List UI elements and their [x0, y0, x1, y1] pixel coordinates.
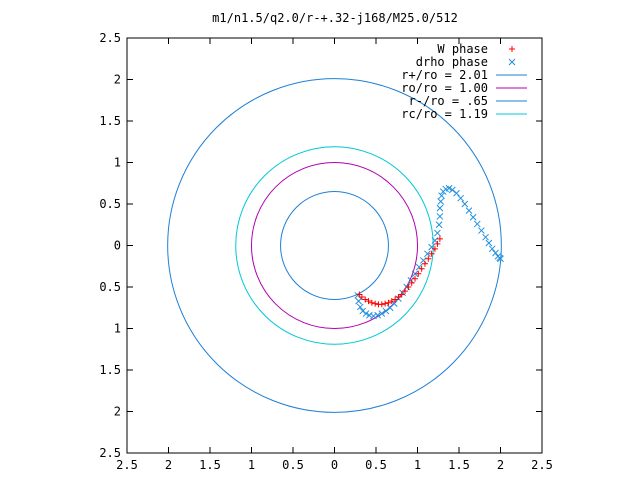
w-phase-point-19 [418, 265, 425, 272]
y-tick-label-10: 2.5 [99, 446, 121, 460]
w-phase-point-17 [412, 275, 419, 282]
legend-marker-1 [508, 58, 516, 66]
w-phase-point-23 [431, 245, 438, 252]
drho-phase-point-31 [449, 186, 456, 194]
legend-label-0: W phase [437, 42, 488, 56]
drho-phase-point-19 [424, 250, 431, 258]
drho-phase-point-42 [492, 249, 499, 257]
x-tick-label-1: 2 [165, 458, 172, 472]
drho-phase-point-22 [434, 229, 441, 237]
legend-label-4: r-/ro = .65 [409, 94, 488, 108]
w-phase-point-22 [428, 250, 435, 257]
w-phase-point-16 [408, 279, 415, 286]
circle-3 [235, 146, 434, 345]
legend-label-5: rc/ro = 1.19 [401, 107, 488, 121]
y-tick-label-5: 0 [114, 239, 121, 253]
w-phase-point-21 [425, 255, 432, 262]
x-tick-label-3: 1 [248, 458, 255, 472]
y-tick-label-3: 1 [114, 156, 121, 170]
w-phase-point-20 [421, 260, 428, 267]
circle-1 [251, 162, 418, 329]
w-phase-point-25 [436, 235, 443, 242]
drho-phase-point-6 [370, 312, 377, 320]
drho-phase-point-34 [461, 200, 469, 208]
circle-0 [167, 78, 502, 413]
drho-phase-point-37 [473, 220, 481, 228]
w-phase-point-10 [388, 298, 395, 305]
circles-layer [167, 78, 502, 413]
w-phase-point-1 [358, 293, 365, 300]
points-layer [354, 184, 504, 320]
y-tick-label-4: 0.5 [99, 197, 121, 211]
legend-marker-0 [509, 46, 515, 52]
y-tick-label-8: 1.5 [99, 363, 121, 377]
drho-phase-point-1 [355, 297, 362, 305]
drho-phase-point-38 [478, 227, 485, 234]
y-tick-label-9: 2 [114, 405, 121, 419]
y-tick-label-0: 2.5 [99, 31, 121, 45]
drho-phase-point-32 [453, 189, 460, 197]
drho-phase-point-33 [457, 194, 465, 202]
chart-title: m1/n1.5/q2.0/r-+.32-j168/M25.0/512 [212, 11, 458, 25]
drho-phase-point-30 [445, 184, 453, 192]
w-phase-point-7 [378, 301, 385, 308]
w-phase-point-4 [368, 299, 375, 306]
drho-phase-point-45 [497, 255, 504, 263]
drho-phase-point-40 [485, 239, 493, 247]
drho-phase-point-16 [411, 270, 419, 278]
x-tick-label-4: 0.5 [282, 458, 304, 472]
x-tick-label-8: 1.5 [448, 458, 470, 472]
drho-phase-point-3 [359, 307, 367, 315]
w-phase-point-13 [398, 291, 405, 298]
w-phase-point-9 [385, 299, 392, 306]
circle-2 [280, 191, 389, 300]
legend-label-2: r+/ro = 2.01 [401, 68, 488, 82]
y-tick-label-7: 1 [114, 322, 121, 336]
legend-label-3: ro/ro = 1.00 [401, 81, 488, 95]
drho-phase-point-2 [356, 303, 364, 311]
y-tick-label-1: 2 [114, 73, 121, 87]
w-phase-point-11 [392, 296, 399, 303]
drho-phase-point-9 [382, 307, 390, 315]
x-tick-label-0: 2.5 [116, 458, 138, 472]
drho-phase-point-25 [436, 204, 444, 212]
x-tick-label-2: 1.5 [199, 458, 221, 472]
drho-phase-point-7 [374, 311, 382, 319]
drho-phase-point-24 [436, 213, 444, 220]
drho-phase-point-26 [437, 198, 445, 205]
w-phase-point-8 [382, 300, 389, 307]
w-phase-point-18 [415, 270, 422, 277]
y-tick-label-2: 1.5 [99, 114, 121, 128]
w-phase-point-15 [405, 284, 412, 290]
drho-phase-point-27 [438, 192, 445, 200]
x-tick-label-7: 1 [414, 458, 421, 472]
w-phase-point-14 [402, 288, 409, 295]
x-tick-label-9: 2 [497, 458, 504, 472]
drho-phase-point-8 [378, 310, 386, 317]
w-phase-point-5 [372, 300, 379, 307]
axis-ticks: 2.5 2 1.5 1 0.5 0 0.5 1 1.5 2 2.52.521.510.500.511… [99, 31, 553, 472]
drho-phase-point-23 [435, 221, 443, 229]
x-tick-label-6: 0.5 [365, 458, 387, 472]
w-phase-point-2 [362, 296, 369, 303]
drho-phase-point-41 [488, 245, 496, 253]
w-phase-point-12 [395, 293, 402, 300]
drho-phase-point-36 [469, 213, 477, 221]
y-tick-label-6: 0.5 [99, 280, 121, 294]
drho-phase-point-35 [465, 207, 473, 214]
w-phase-point-3 [365, 298, 372, 305]
drho-phase-point-39 [482, 233, 489, 241]
x-tick-label-5: 0 [331, 458, 338, 472]
w-phase-point-24 [434, 240, 441, 247]
x-tick-label-10: 2.5 [531, 458, 553, 472]
legend-label-1: drho phase [416, 55, 488, 69]
drho-phase-point-4 [362, 310, 370, 317]
